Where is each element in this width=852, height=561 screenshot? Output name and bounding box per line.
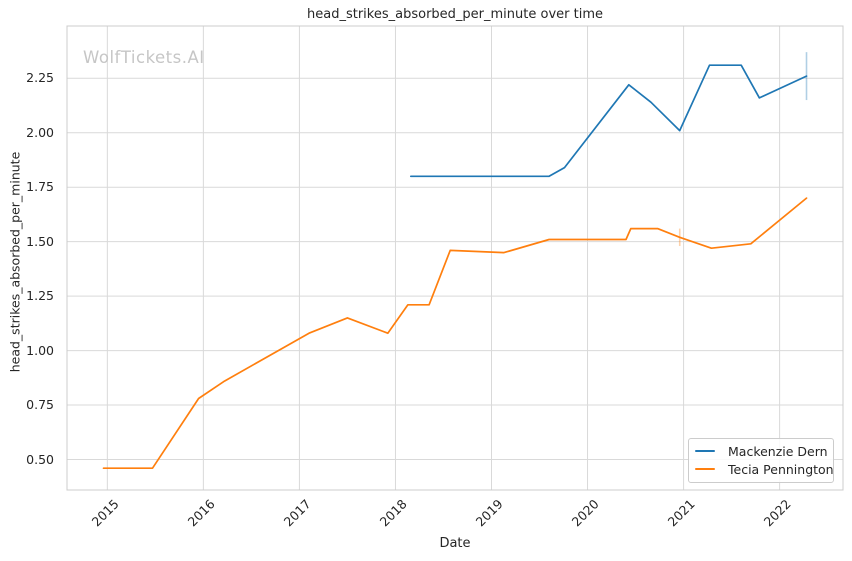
x-axis-label: Date (439, 536, 471, 551)
y-tick-label: 2.00 (26, 124, 54, 140)
axes-spines (66, 25, 844, 491)
legend-label: Mackenzie Dern (728, 443, 828, 459)
legend-line-swatch-blue (695, 450, 715, 452)
series-line (409, 64, 808, 178)
y-tick-label: 1.50 (26, 233, 54, 249)
y-tick-label: 1.75 (26, 179, 54, 195)
y-tick-label: 2.25 (26, 70, 54, 86)
error-bars (678, 52, 808, 247)
series-lines (102, 64, 808, 470)
plot-border (66, 25, 844, 491)
legend: Mackenzie Dern Tecia Pennington (688, 438, 834, 483)
series-line (102, 197, 808, 470)
legend-label: Tecia Pennington (728, 461, 834, 477)
gridlines (67, 26, 843, 490)
watermark: WolfTickets.AI (83, 48, 205, 67)
legend-entry-tecia-pennington: Tecia Pennington (695, 461, 834, 478)
y-tick-label: 1.25 (26, 288, 54, 304)
legend-entry-mackenzie-dern: Mackenzie Dern (695, 443, 828, 460)
y-tick-label: 0.50 (26, 451, 54, 467)
y-tick-label: 0.75 (26, 397, 54, 413)
chart-title: head_strikes_absorbed_per_minute over ti… (307, 7, 603, 22)
legend-line-swatch-orange (695, 468, 715, 470)
y-tick-label: 1.00 (26, 342, 54, 358)
